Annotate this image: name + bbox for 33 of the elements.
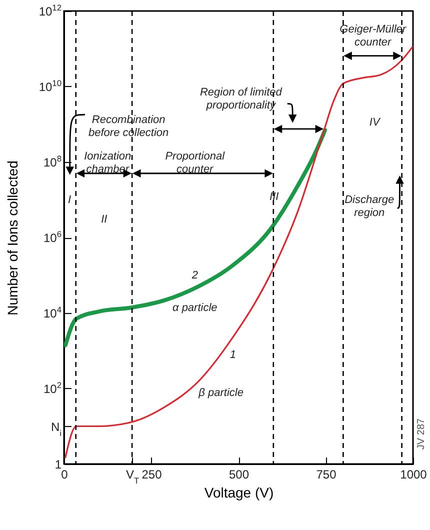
y-tick-label: 10$^{2}$ [43,380,62,396]
x-tick-label: 750 [316,468,337,482]
annotation: IV [369,116,382,129]
y-tick-label: 10$^{8}$ [43,154,62,170]
y-tick-label: 1 [54,458,62,472]
y-tick-label: 10$^{4}$ [43,304,62,320]
y-tick-label: N$_{i}$ [50,420,62,438]
annotation: III [270,190,279,203]
annotation: Recombination before collection [88,114,169,139]
y-tick-label: 10$^{6}$ [43,229,62,245]
annotation: Ionization chamber [84,150,132,176]
line-series [64,46,413,458]
x-tick-label: 250 [142,468,162,482]
series-label: α particle [172,302,218,314]
x-tick-label: 500 [228,468,250,482]
annotation: II [101,213,108,226]
x-tick-label: 0 [61,468,68,482]
annotation: Discharge region [344,194,394,219]
x-tick-label: 1000 [400,468,428,482]
annotation: 1 [230,348,236,361]
y-tick-label: 10$^{12}$ [38,2,62,18]
text: JV 287 [416,418,427,450]
annotation: Region of limited proportionality [200,86,283,112]
y-tick-label: 10$^{10}$ [38,78,62,94]
line-series [64,128,328,348]
annotation: Geiger-Müller counter [340,24,408,49]
annotation: I [68,194,72,206]
x-axis-title: Voltage (V) [204,484,274,500]
x-tick-label: V$_{T}$ [126,468,140,486]
y-axis-title: Number of Ions collected [4,160,20,316]
annotation: 2 [190,269,198,282]
series-label: β particle [198,387,244,399]
annotation: Proportional counter [165,150,226,176]
